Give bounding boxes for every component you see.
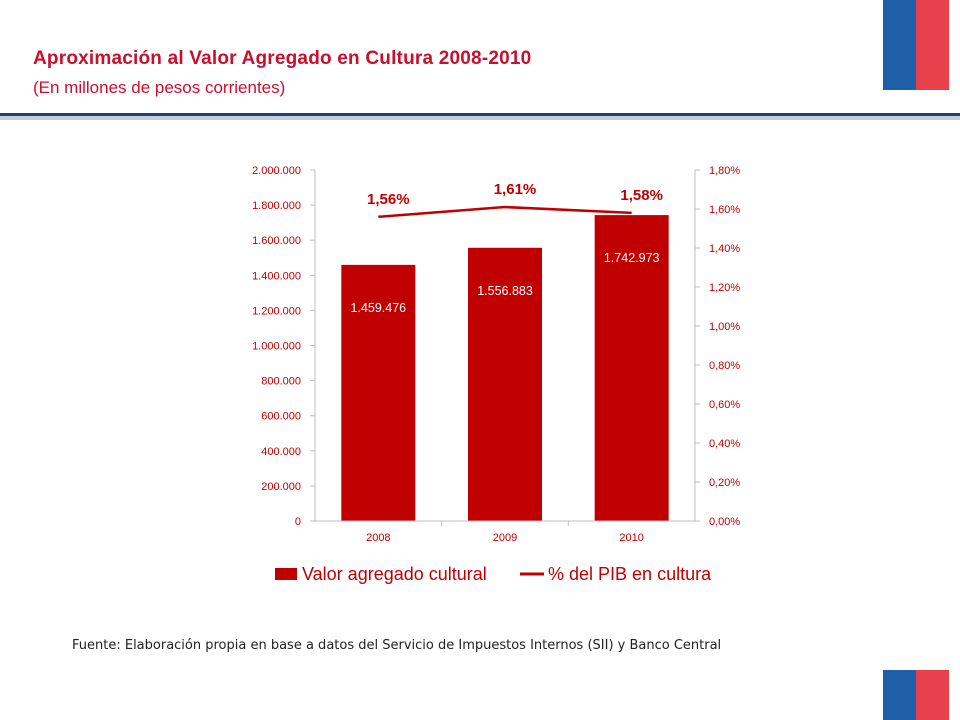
header-divider-shadow	[0, 116, 960, 120]
right-tick-label: 0,00%	[709, 516, 740, 528]
left-tick-label: 2.000.000	[252, 165, 301, 177]
legend-label-line: % del PIB en cultura	[548, 564, 712, 584]
right-tick-label: 1,20%	[709, 282, 740, 294]
x-tick-label: 2008	[366, 532, 390, 544]
pct-line	[378, 205, 632, 219]
left-tick-label: 800.000	[261, 376, 301, 388]
left-tick-label: 200.000	[261, 481, 301, 493]
right-tick-label: 1,00%	[709, 321, 740, 333]
x-axis: 2008 2009 2010	[315, 520, 695, 544]
page-title: Aproximación al Valor Agregado en Cultur…	[33, 48, 532, 69]
x-tick-label: 2009	[493, 532, 517, 544]
right-tick-label: 0,20%	[709, 477, 740, 489]
right-tick-label: 1,40%	[709, 243, 740, 255]
left-tick-label: 1.600.000	[252, 235, 301, 247]
flag-top-decoration	[883, 0, 949, 90]
bar	[594, 215, 669, 521]
flag-red-stripe	[916, 0, 949, 90]
bar-data-label: 1.556.883	[477, 284, 533, 298]
bars-group: 1.459.476 1.556.883 1.742.973	[341, 215, 669, 521]
header-divider	[0, 113, 960, 116]
flag-blue-stripe	[883, 670, 916, 720]
left-tick-label: 1.400.000	[252, 270, 301, 282]
flag-blue-stripe	[883, 0, 916, 90]
right-tick-label: 0,40%	[709, 438, 740, 450]
right-tick-label: 1,80%	[709, 165, 740, 177]
page-subtitle: (En millones de pesos corrientes)	[33, 78, 286, 97]
bar-data-label: 1.459.476	[351, 301, 407, 315]
bar	[468, 247, 542, 521]
left-tick-label: 1.200.000	[252, 305, 301, 317]
left-tick-label: 1.800.000	[252, 200, 301, 212]
pct-data-label: 1,56%	[367, 191, 410, 208]
bar-data-label: 1.742.973	[604, 251, 660, 265]
right-tick-label: 1,60%	[709, 204, 740, 216]
left-tick-label: 0	[295, 516, 301, 528]
flag-bottom-decoration	[883, 670, 949, 720]
flag-red-stripe	[916, 670, 949, 720]
legend-swatch-bar	[275, 568, 297, 580]
left-tick-label: 400.000	[261, 446, 301, 458]
right-axis: 0,00% 0,20% 0,40% 0,60% 0,80% 1,00% 1,20% 1,40%…	[694, 165, 740, 528]
pct-data-label: 1,58%	[620, 187, 663, 204]
left-tick-label: 600.000	[261, 411, 301, 423]
legend: Valor agregado cultural % del PIB en cul…	[275, 564, 712, 584]
combo-chart: 0 200.000 400.000 600.000 800.000 1.000.000 1.…	[252, 165, 740, 584]
x-tick-label: 2010	[619, 532, 643, 544]
right-tick-label: 0,80%	[709, 360, 740, 372]
left-axis: 0 200.000 400.000 600.000 800.000 1.000.000 1.…	[252, 165, 316, 528]
pct-data-label: 1,61%	[494, 181, 537, 198]
bar	[341, 264, 416, 521]
legend-label-bar: Valor agregado cultural	[302, 564, 487, 584]
source-note: Fuente: Elaboración propia en base a dat…	[72, 638, 722, 653]
right-tick-label: 0,60%	[709, 399, 740, 411]
left-tick-label: 1.000.000	[252, 341, 301, 353]
line-group: 1,56% 1,61% 1,58%	[367, 181, 663, 219]
